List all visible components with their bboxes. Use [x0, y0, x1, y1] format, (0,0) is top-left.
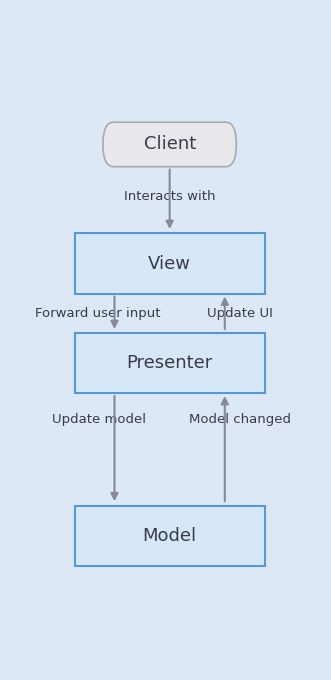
Text: Update UI: Update UI: [207, 307, 273, 320]
Text: View: View: [148, 254, 191, 273]
Text: Presenter: Presenter: [126, 354, 213, 372]
Text: Model: Model: [143, 527, 197, 545]
FancyBboxPatch shape: [75, 333, 264, 393]
Text: Client: Client: [144, 135, 196, 154]
FancyBboxPatch shape: [103, 122, 236, 167]
Text: Update model: Update model: [52, 413, 146, 426]
Text: Forward user input: Forward user input: [35, 307, 161, 320]
Text: Model changed: Model changed: [189, 413, 291, 426]
Text: Interacts with: Interacts with: [124, 190, 215, 203]
FancyBboxPatch shape: [75, 233, 264, 294]
FancyBboxPatch shape: [75, 506, 264, 566]
